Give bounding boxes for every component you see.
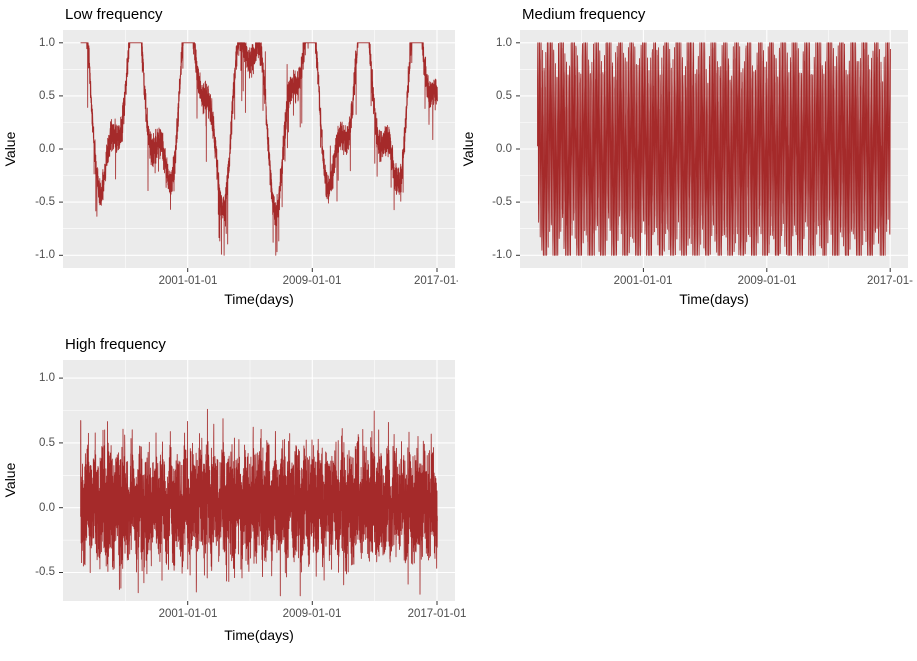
y-tick-label: 0.5 bbox=[39, 437, 55, 449]
series-line bbox=[80, 42, 438, 256]
empty-cell bbox=[458, 322, 917, 661]
y-tick-label: 1.0 bbox=[496, 37, 512, 49]
y-axis-title: Value bbox=[2, 462, 18, 498]
chart-title: Low frequency bbox=[65, 6, 163, 23]
y-tick-label: -1.0 bbox=[492, 249, 512, 261]
x-axis-title: Time(days) bbox=[224, 627, 294, 643]
plot-panel bbox=[59, 360, 455, 605]
x-tick-label: 2001-01-01 bbox=[158, 608, 218, 620]
x-tick-label: 2009-01-01 bbox=[282, 275, 342, 287]
x-axis-title: Time(days) bbox=[224, 291, 294, 307]
y-tick-label: -0.5 bbox=[492, 196, 512, 208]
y-tick-label: 1.0 bbox=[39, 372, 55, 384]
y-tick-label: 0.5 bbox=[39, 90, 55, 102]
chart-high-frequency: High frequency Value Time(days) 1.0 0.5 0.… bbox=[0, 322, 466, 661]
y-tick-label: 0.0 bbox=[496, 143, 512, 155]
plot-panel bbox=[59, 30, 455, 272]
x-tick-label: 2009-01-01 bbox=[737, 275, 797, 287]
y-tick-label: -0.5 bbox=[35, 196, 55, 208]
chart-title: High frequency bbox=[65, 336, 166, 353]
y-tick-label: -0.5 bbox=[35, 566, 55, 578]
x-tick-label: 2017-01-01 bbox=[407, 608, 467, 620]
series-line bbox=[537, 42, 891, 256]
chart-title: Medium frequency bbox=[522, 6, 646, 23]
chart-medium-frequency: Medium frequency Value Time(days) 1.0 0.5… bbox=[458, 0, 917, 322]
x-tick-label: 2001-01-01 bbox=[158, 275, 218, 287]
series-line bbox=[80, 408, 438, 597]
y-tick-label: 0.5 bbox=[496, 90, 512, 102]
y-tick-label: 0.0 bbox=[39, 143, 55, 155]
x-tick-label: 2009-01-01 bbox=[282, 608, 342, 620]
y-tick-label: 0.0 bbox=[39, 502, 55, 514]
chart-low-frequency: Low frequency Value Time(days) 1.0 0.5 0.0… bbox=[0, 0, 458, 322]
x-tick-label: 2001-01-01 bbox=[613, 275, 673, 287]
y-tick-label: 1.0 bbox=[39, 37, 55, 49]
y-tick-label: -1.0 bbox=[35, 249, 55, 261]
x-tick-label: 2017-01- bbox=[413, 275, 458, 287]
x-axis-title: Time(days) bbox=[679, 291, 749, 307]
x-tick-label: 2017-01- bbox=[866, 275, 914, 287]
plot-panel bbox=[516, 30, 908, 272]
